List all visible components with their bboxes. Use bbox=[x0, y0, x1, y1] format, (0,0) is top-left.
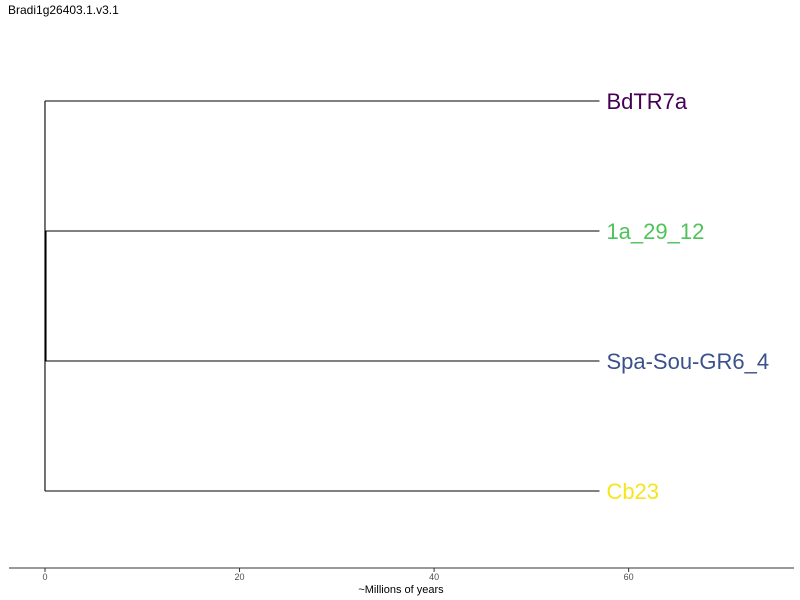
x-tick-label-2: 40 bbox=[429, 572, 439, 582]
tip-label-1: 1a_29_12 bbox=[606, 219, 704, 244]
tip-label-2: Spa-Sou-GR6_4 bbox=[606, 349, 769, 374]
tip-label-0: BdTR7a bbox=[606, 89, 687, 114]
tree-branches bbox=[44, 100, 600, 492]
tip-labels: BdTR7a 1a_29_12 Spa-Sou-GR6_4 Cb23 bbox=[606, 89, 769, 504]
x-tick-label-0: 0 bbox=[42, 572, 47, 582]
x-axis-title: ~Millions of years bbox=[358, 584, 444, 596]
plot-title: Bradi1g26403.1.v3.1 bbox=[8, 3, 119, 17]
x-tick-label-3: 60 bbox=[624, 572, 634, 582]
x-axis-ticks: 0 20 40 60 bbox=[42, 568, 634, 582]
x-tick-label-1: 20 bbox=[235, 572, 245, 582]
tip-label-3: Cb23 bbox=[606, 479, 659, 504]
x-axis: 0 20 40 60 ~Millions of years bbox=[9, 567, 794, 596]
